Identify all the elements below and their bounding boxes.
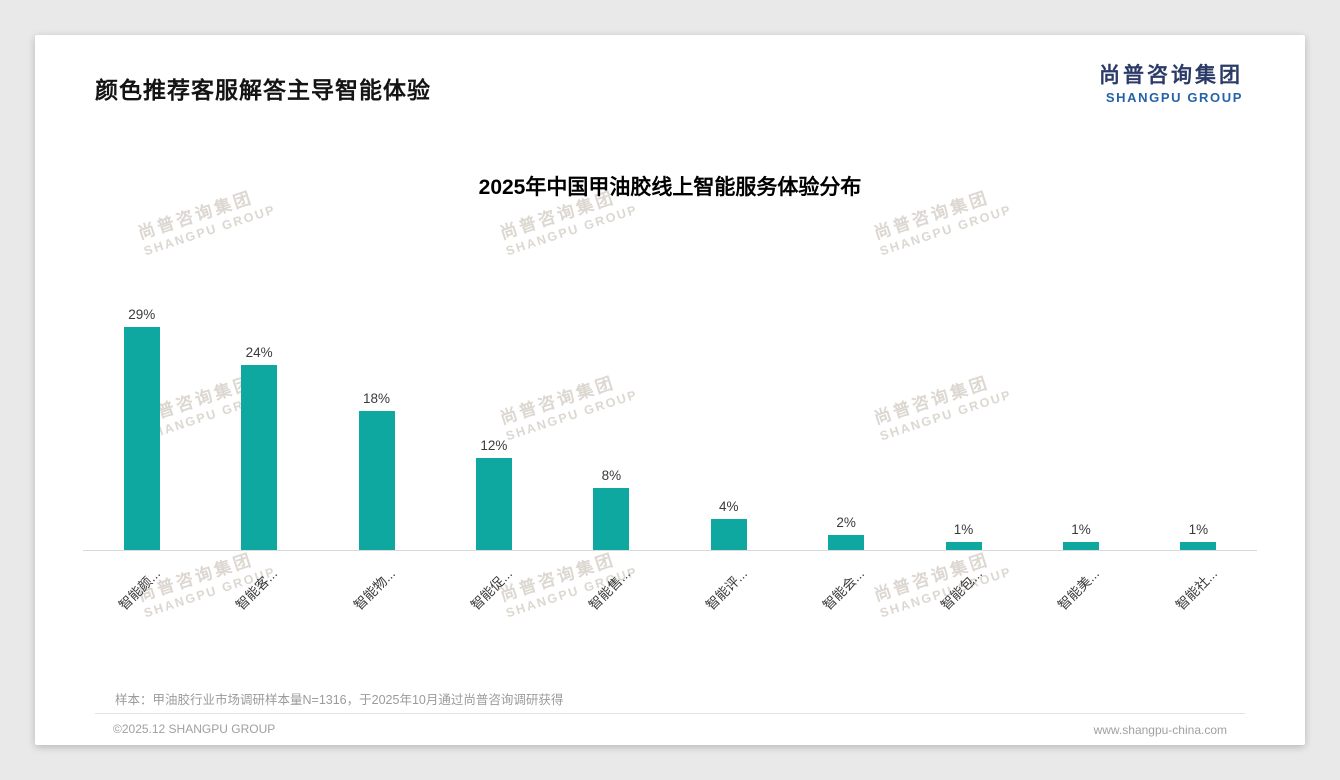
logo-text-cn: 尚普咨询集团 bbox=[1099, 64, 1243, 87]
bar-2 bbox=[241, 365, 278, 550]
bar-9 bbox=[1062, 542, 1099, 550]
bar-5 bbox=[593, 488, 630, 550]
bar-value-label: 18% bbox=[363, 391, 391, 407]
bar-column: 8% bbox=[553, 468, 670, 550]
footer-divider bbox=[95, 713, 1245, 714]
bar-column: 12% bbox=[435, 438, 552, 550]
x-axis-label-text: 智能社... bbox=[1172, 565, 1220, 614]
bar-value-label: 24% bbox=[245, 345, 273, 361]
bar-column: 29% bbox=[83, 307, 200, 550]
x-axis-label-text: 智能颜... bbox=[115, 565, 164, 614]
bar-value-label: 12% bbox=[480, 437, 508, 453]
x-axis-label-text: 智能会... bbox=[820, 565, 868, 614]
bar-column: 1% bbox=[905, 522, 1022, 550]
chart-title: 2025年中国甲油胶线上智能服务体验分布 bbox=[478, 176, 862, 199]
x-axis-label: 智能颜... bbox=[83, 551, 200, 656]
bar-value-label: 1% bbox=[1188, 522, 1209, 538]
bar-1 bbox=[123, 326, 160, 550]
x-axis-label-text: 智能美... bbox=[1055, 565, 1103, 614]
x-axis-label: 智能社... bbox=[1140, 551, 1257, 656]
x-axis-label-text: 智能评... bbox=[702, 565, 751, 614]
bar-column: 1% bbox=[1140, 522, 1257, 550]
x-axis-label-text: 智能售... bbox=[585, 565, 633, 614]
x-axis-label: 智能促... bbox=[435, 551, 552, 656]
bar-column: 1% bbox=[1022, 522, 1139, 550]
x-axis-label: 智能售... bbox=[553, 551, 670, 656]
bar-value-label: 1% bbox=[1071, 522, 1091, 538]
bar-value-label: 29% bbox=[128, 306, 156, 322]
bar-6 bbox=[710, 519, 747, 550]
x-axis-labels: 智能颜... 智能客... 智能物... 智能促... 智能售... 智能评... 智能会.… bbox=[83, 551, 1257, 656]
bar-value-label: 1% bbox=[953, 522, 974, 538]
bar-value-label: 8% bbox=[601, 468, 622, 484]
x-axis-label: 智能客... bbox=[200, 551, 317, 656]
slide-card: 尚普咨询集团 SHANGPU GROUP 尚普咨询集团 SHANGPU GROUP 尚普… bbox=[35, 35, 1305, 745]
x-axis-label-text: 智能客... bbox=[233, 565, 281, 614]
bar-7 bbox=[828, 534, 865, 550]
logo-text-en: SHANGPU GROUP bbox=[1105, 90, 1243, 105]
page-title: 颜色推荐客服解答主导智能体验 bbox=[95, 77, 431, 103]
x-axis-label: 智能美... bbox=[1022, 551, 1139, 656]
x-axis-label: 智能会... bbox=[787, 551, 904, 656]
bar-plot: 29% 24% 18% 12% 8% 4% 2% 1% 1% 1% bbox=[83, 267, 1257, 551]
company-logo: 尚普咨询集团 SHANGPU GROUP bbox=[1099, 59, 1243, 105]
x-axis-label: 智能评... bbox=[670, 551, 787, 656]
bar-10 bbox=[1180, 542, 1217, 550]
x-axis-label-text: 智能物... bbox=[350, 565, 398, 614]
x-axis-label-text: 智能促... bbox=[468, 565, 516, 614]
bar-column: 24% bbox=[200, 345, 317, 550]
footer-copyright: ©2025.12 SHANGPU GROUP bbox=[113, 722, 276, 736]
bar-8 bbox=[945, 542, 982, 550]
bar-value-label: 4% bbox=[718, 499, 739, 515]
x-axis-label-text: 智能包... bbox=[937, 565, 985, 614]
sample-note: 样本：甲油胶行业市场调研样本量N=1316，于2025年10月通过尚普咨询调研获… bbox=[115, 693, 564, 707]
bar-column: 2% bbox=[787, 515, 904, 550]
x-axis-label: 智能物... bbox=[318, 551, 435, 656]
bar-value-label: 2% bbox=[836, 514, 856, 530]
bar-column: 4% bbox=[670, 499, 787, 550]
bar-3 bbox=[358, 411, 395, 550]
x-axis-label: 智能包... bbox=[905, 551, 1022, 656]
slide-content: 颜色推荐客服解答主导智能体验 尚普咨询集团 SHANGPU GROUP 2025… bbox=[35, 35, 1305, 745]
footer-website: www.shangpu-china.com bbox=[1093, 723, 1227, 737]
bar-4 bbox=[475, 457, 512, 550]
bar-column: 18% bbox=[318, 391, 435, 550]
